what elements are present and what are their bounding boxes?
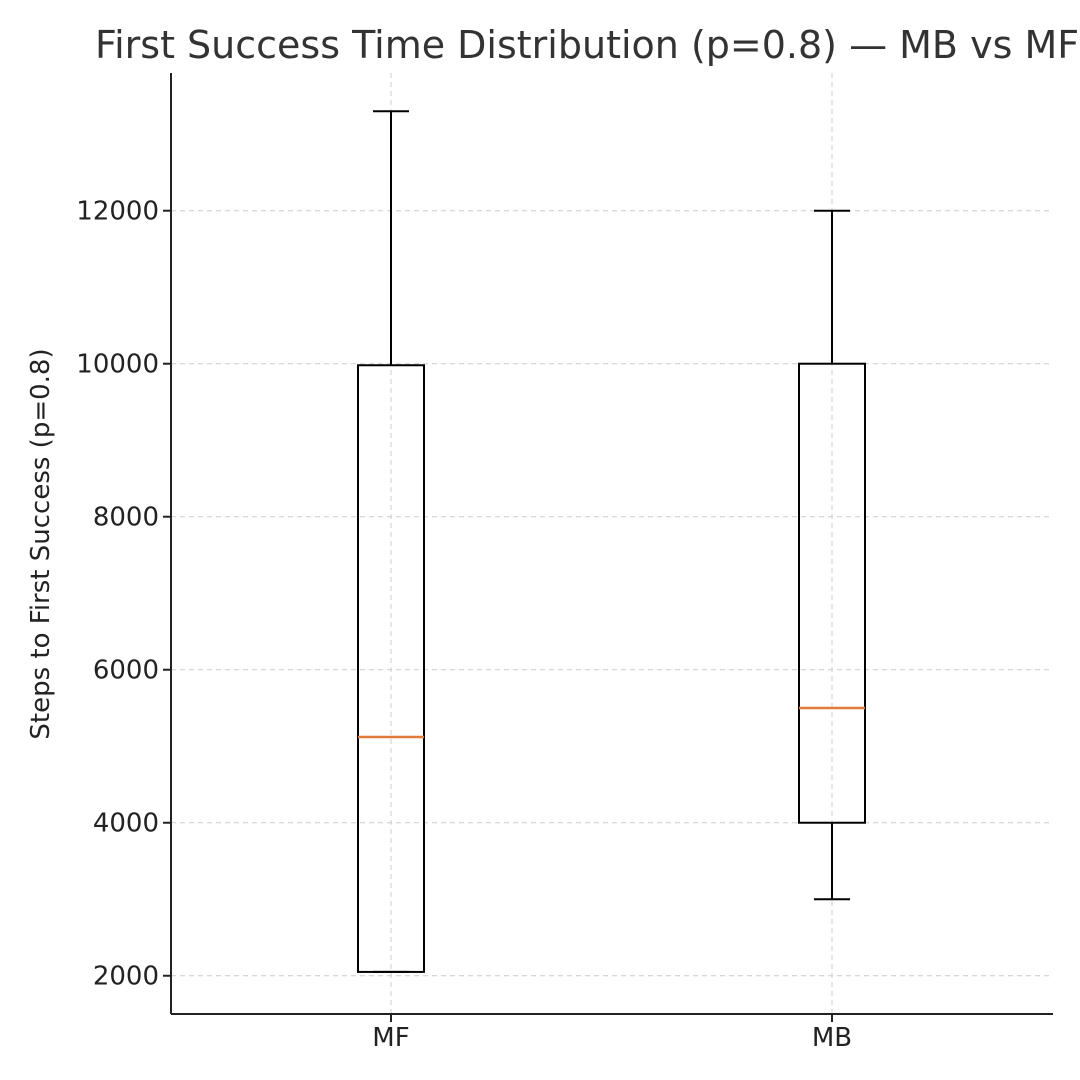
y-axis-label: Steps to First Success (p=0.8) xyxy=(26,348,56,739)
box-mf-iqr xyxy=(357,364,425,973)
y-tick-label: 8000 xyxy=(93,503,159,533)
y-tick-label: 12000 xyxy=(76,197,159,227)
chart-title: First Success Time Distribution (p=0.8) … xyxy=(95,23,1079,67)
y-tick-label: 10000 xyxy=(76,350,159,380)
box-layer xyxy=(357,110,866,973)
axis-layer xyxy=(170,73,1053,1015)
label-layer: 2000 4000 6000 8000 10000 12000 MF MB xyxy=(76,197,852,1053)
grid-layer xyxy=(171,73,1053,1014)
y-tick-label: 6000 xyxy=(93,656,159,686)
y-tick-label: 4000 xyxy=(93,809,159,839)
x-tick-label-mb: MB xyxy=(812,1023,852,1053)
y-tick-label: 2000 xyxy=(93,962,159,992)
x-tick-label-mf: MF xyxy=(372,1023,409,1053)
box-mb-iqr xyxy=(798,362,866,824)
